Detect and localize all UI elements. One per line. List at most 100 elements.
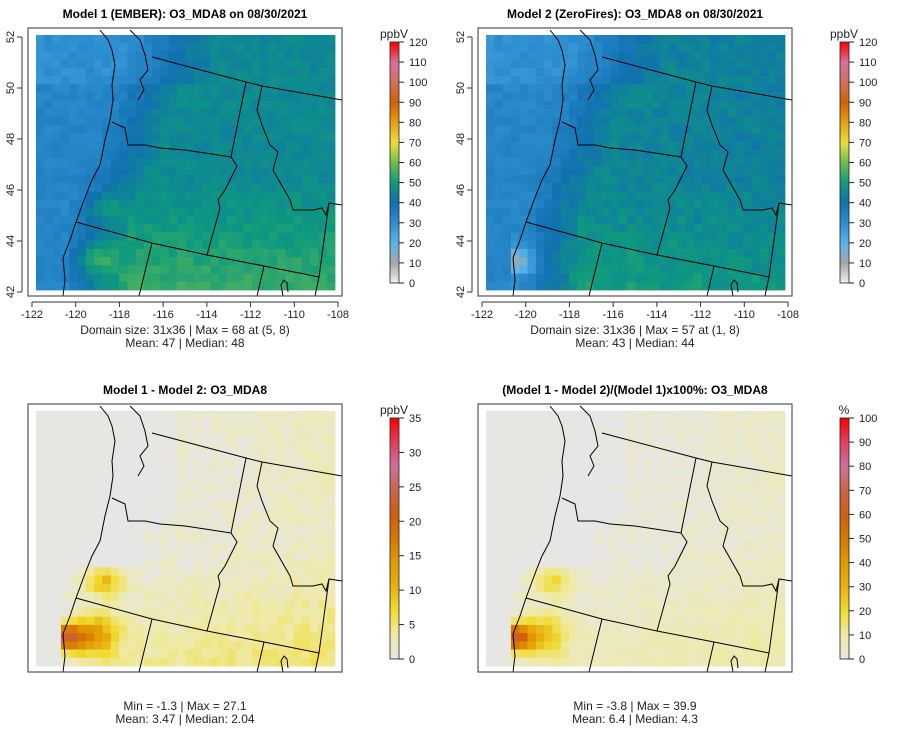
grid-cell bbox=[693, 183, 703, 192]
grid-cell bbox=[36, 641, 45, 650]
grid-cell bbox=[243, 485, 253, 494]
grid-cell bbox=[293, 501, 303, 511]
grid-cell bbox=[560, 460, 570, 469]
grid-cell bbox=[260, 509, 269, 519]
grid-cell bbox=[293, 583, 303, 593]
grid-cell bbox=[202, 141, 211, 151]
grid-cell bbox=[326, 133, 336, 143]
grid-cell bbox=[776, 125, 786, 135]
grid-cell bbox=[235, 608, 245, 618]
grid-cell bbox=[276, 133, 286, 143]
grid-cell bbox=[235, 427, 245, 437]
grid-cell bbox=[718, 191, 728, 200]
grid-cell bbox=[726, 215, 736, 225]
grid-cell bbox=[660, 232, 670, 242]
grid-cell bbox=[577, 43, 587, 52]
grid-cell bbox=[193, 199, 203, 209]
grid-cell bbox=[760, 166, 769, 176]
grid-cell bbox=[718, 125, 728, 135]
grid-cell bbox=[85, 158, 95, 168]
colorbar-segment bbox=[390, 42, 399, 45]
grid-cell bbox=[127, 240, 137, 250]
grid-cell bbox=[185, 468, 195, 478]
grid-cell bbox=[193, 100, 203, 110]
grid-cell bbox=[177, 84, 186, 93]
grid-cell bbox=[519, 150, 528, 159]
grid-cell bbox=[235, 567, 245, 576]
grid-cell bbox=[36, 485, 45, 494]
grid-cell bbox=[652, 265, 661, 274]
grid-cell bbox=[635, 92, 645, 102]
grid-cell bbox=[268, 166, 278, 176]
grid-cell bbox=[218, 100, 228, 110]
grid-cell bbox=[685, 575, 695, 585]
grid-cell bbox=[627, 435, 636, 445]
grid-cell bbox=[243, 476, 253, 486]
grid-cell bbox=[560, 517, 570, 527]
grid-cell bbox=[768, 476, 778, 486]
grid-cell bbox=[776, 199, 786, 209]
grid-cell bbox=[585, 517, 595, 527]
colorbar-segment bbox=[390, 450, 399, 453]
grid-cell bbox=[585, 534, 595, 544]
grid-cell bbox=[185, 550, 195, 560]
grid-cell bbox=[251, 411, 261, 420]
grid-cell bbox=[710, 452, 719, 461]
grid-cell bbox=[602, 43, 611, 52]
grid-cell bbox=[85, 501, 95, 511]
grid-cell bbox=[677, 476, 686, 486]
grid-cell bbox=[602, 125, 611, 135]
grid-cell bbox=[301, 649, 311, 659]
grid-cell bbox=[152, 174, 161, 184]
grid-cell bbox=[577, 248, 587, 258]
grid-cell bbox=[593, 550, 603, 560]
grid-cell bbox=[152, 476, 161, 486]
grid-cell bbox=[510, 281, 520, 291]
grid-cell bbox=[185, 419, 195, 428]
grid-cell bbox=[85, 443, 95, 453]
grid-cell bbox=[202, 526, 211, 535]
grid-cell bbox=[193, 265, 203, 274]
grid-cell bbox=[585, 125, 595, 135]
grid-cell bbox=[218, 427, 228, 437]
grid-cell bbox=[326, 542, 336, 552]
grid-cell bbox=[569, 183, 578, 192]
grid-cell bbox=[318, 109, 328, 118]
grid-cell bbox=[119, 427, 128, 437]
grid-cell bbox=[510, 600, 520, 609]
colorbar-segment bbox=[840, 236, 849, 240]
grid-cell bbox=[218, 616, 228, 626]
colorbar-segment bbox=[390, 516, 399, 519]
grid-cell bbox=[685, 174, 695, 184]
grid-cell bbox=[235, 468, 245, 478]
grid-cell bbox=[701, 443, 711, 453]
grid-cell bbox=[519, 649, 528, 659]
grid-cell bbox=[593, 608, 603, 618]
grid-cell bbox=[685, 641, 695, 650]
grid-cell bbox=[693, 443, 703, 453]
grid-cell bbox=[627, 141, 636, 151]
colorbar-segment bbox=[390, 432, 399, 435]
colorbar-segment bbox=[390, 114, 399, 117]
grid-cell bbox=[60, 608, 70, 618]
grid-cell bbox=[519, 51, 528, 61]
grid-cell bbox=[168, 109, 178, 118]
grid-cell bbox=[569, 174, 578, 184]
grid-cell bbox=[768, 435, 778, 445]
grid-cell bbox=[552, 419, 562, 428]
grid-cell bbox=[202, 550, 211, 560]
grid-cell bbox=[535, 600, 545, 609]
grid-cell bbox=[685, 435, 695, 445]
grid-cell bbox=[235, 419, 245, 428]
grid-cell bbox=[268, 583, 278, 593]
grid-cell bbox=[276, 84, 286, 93]
colorbar-segment bbox=[840, 170, 849, 174]
grid-cell bbox=[143, 100, 153, 110]
grid-cell bbox=[627, 76, 636, 85]
colorbar-segment bbox=[840, 102, 849, 105]
colorbar-tick-label: 40 bbox=[859, 198, 871, 210]
grid-cell bbox=[168, 150, 178, 159]
grid-cell bbox=[293, 419, 303, 428]
grid-cell bbox=[510, 575, 520, 585]
grid-cell bbox=[610, 257, 620, 266]
